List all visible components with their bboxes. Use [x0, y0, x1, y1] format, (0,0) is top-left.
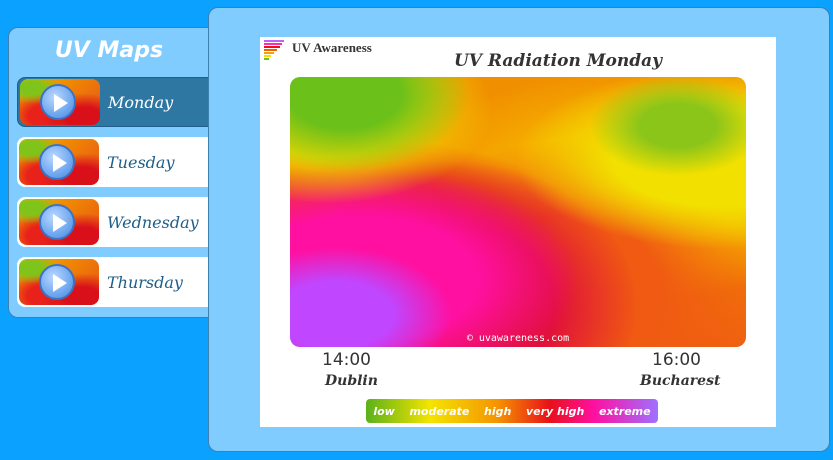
day-item-wednesday[interactable]: Wednesday — [17, 197, 217, 247]
day-label: Thursday — [107, 272, 183, 292]
day-label: Monday — [108, 92, 174, 112]
left-time: 14:00 — [322, 350, 371, 370]
brand: UV Awareness — [264, 40, 372, 64]
map-copyright: © uvawareness.com — [466, 333, 570, 344]
legend-very-high: very high — [525, 404, 585, 418]
day-item-thursday[interactable]: Thursday — [17, 257, 217, 307]
day-item-monday[interactable]: Monday — [17, 77, 217, 127]
legend-extreme: extreme — [598, 404, 651, 418]
legend-low: low — [373, 404, 395, 418]
play-icon[interactable] — [39, 204, 75, 240]
day-label: Wednesday — [107, 212, 199, 232]
map-thumbnail — [19, 139, 99, 185]
brand-name: UV Awareness — [292, 40, 372, 55]
left-city: Dublin — [325, 373, 378, 389]
uv-legend: low moderate high very high extreme — [366, 399, 658, 423]
map-thumbnail — [19, 199, 99, 245]
uv-awareness-logo-icon — [264, 40, 284, 64]
play-icon[interactable] — [39, 264, 75, 300]
legend-moderate: moderate — [409, 404, 470, 418]
uv-radiation-map: © uvawareness.com — [290, 77, 746, 347]
uv-maps-sidebar: UV Maps Monday Tuesday Wednesday Thursda… — [8, 27, 218, 318]
map-thumbnail — [20, 79, 100, 125]
legend-high: high — [484, 404, 512, 418]
map-display-panel: UV Awareness UV Radiation Monday © uvawa… — [208, 7, 830, 452]
map-thumbnail — [19, 259, 99, 305]
play-icon[interactable] — [39, 144, 75, 180]
map-title: UV Radiation Monday — [453, 51, 663, 71]
right-time: 16:00 — [652, 350, 701, 370]
day-label: Tuesday — [107, 152, 175, 172]
day-item-tuesday[interactable]: Tuesday — [17, 137, 217, 187]
map-card: UV Awareness UV Radiation Monday © uvawa… — [260, 37, 776, 427]
right-city: Bucharest — [640, 373, 721, 389]
play-icon[interactable] — [40, 84, 76, 120]
sidebar-title: UV Maps — [54, 38, 164, 63]
